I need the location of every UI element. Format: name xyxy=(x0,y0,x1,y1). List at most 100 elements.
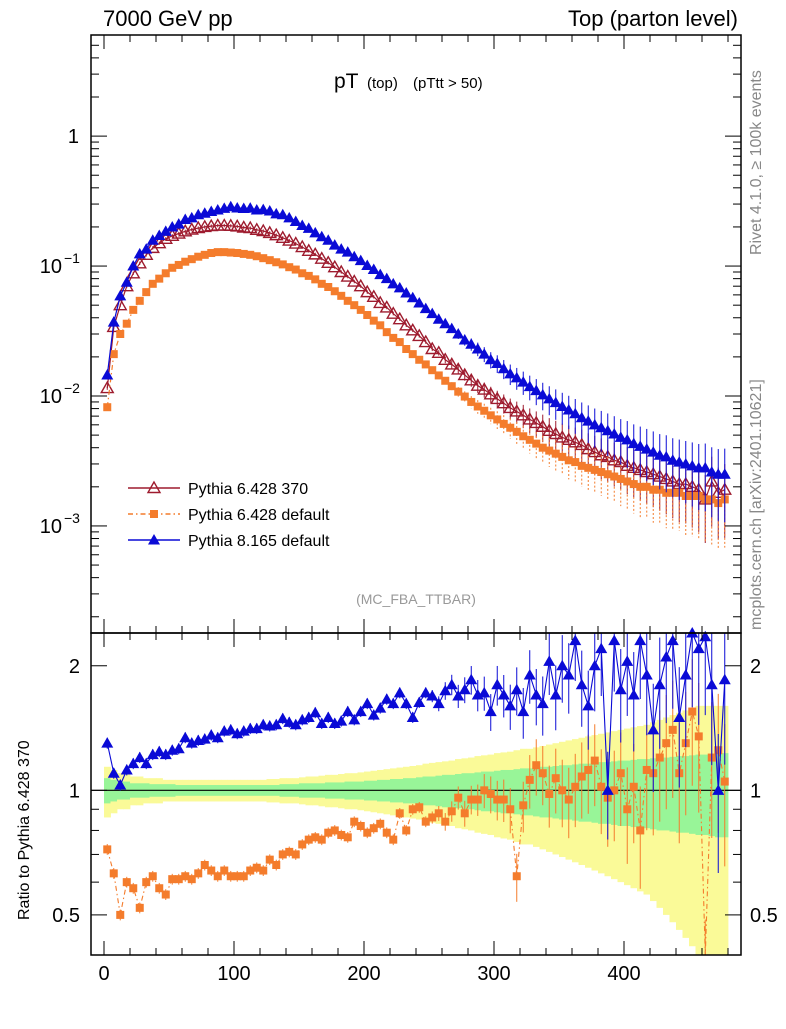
ratio-point xyxy=(616,769,625,778)
data-point xyxy=(465,338,478,349)
ratio-point xyxy=(577,772,586,781)
data-point xyxy=(133,247,146,259)
ratio-point xyxy=(259,866,268,875)
data-point xyxy=(226,248,235,257)
data-point xyxy=(408,350,417,359)
ratio-point xyxy=(636,826,645,835)
data-point xyxy=(246,250,255,259)
data-point xyxy=(244,202,257,213)
ratio-point xyxy=(330,826,339,835)
data-point xyxy=(259,254,268,263)
ratio-point xyxy=(198,733,211,744)
data-point xyxy=(252,252,261,261)
ratio-point xyxy=(506,805,515,814)
data-point xyxy=(419,302,432,314)
data-point xyxy=(335,243,348,254)
data-point xyxy=(614,431,627,442)
data-point xyxy=(340,269,355,282)
data-point xyxy=(542,423,557,436)
data-point xyxy=(187,255,196,264)
band-green-bin xyxy=(461,773,469,810)
data-point xyxy=(627,437,640,449)
ratio-point xyxy=(181,872,190,881)
ratio-point xyxy=(101,737,114,748)
data-point xyxy=(278,260,287,269)
ratio-point xyxy=(601,784,614,795)
ratio-point xyxy=(688,707,697,716)
data-point xyxy=(464,372,479,386)
data-point xyxy=(434,371,443,380)
data-point xyxy=(525,435,534,444)
data-point xyxy=(148,279,157,288)
data-point xyxy=(603,470,612,479)
data-point xyxy=(304,271,313,280)
ratio-point xyxy=(499,795,508,804)
ratio-point xyxy=(311,833,320,842)
data-point xyxy=(327,259,342,273)
data-point xyxy=(337,291,346,300)
data-point xyxy=(393,281,406,293)
data-point xyxy=(285,263,294,272)
ratio-y-tick-label-right: 1 xyxy=(750,780,761,802)
ratio-point xyxy=(140,757,153,769)
ratio-point xyxy=(478,686,491,698)
ratio-point xyxy=(265,855,274,864)
ratio-point xyxy=(467,795,476,804)
ratio-point xyxy=(233,872,242,881)
legend-label: Pythia 8.165 default xyxy=(188,533,330,550)
ratio-point xyxy=(103,845,112,854)
ratio-point xyxy=(348,713,361,725)
ratio-point xyxy=(497,688,510,700)
ratio-point xyxy=(426,690,439,701)
data-point xyxy=(601,424,614,436)
ratio-point xyxy=(289,718,302,730)
ratio-panel-data xyxy=(101,627,731,956)
data-point xyxy=(166,220,179,232)
ratio-y-tick-label-right: 2 xyxy=(750,656,761,678)
legend-marker xyxy=(148,534,160,545)
ratio-point xyxy=(642,765,651,774)
data-point xyxy=(451,362,466,375)
ratio-point xyxy=(317,835,326,844)
ratio-point xyxy=(363,828,372,837)
data-point xyxy=(718,468,731,479)
ratio-y-tick-label: 1 xyxy=(69,780,80,802)
x-tick-label: 100 xyxy=(217,963,250,985)
data-point xyxy=(558,452,567,461)
data-point xyxy=(347,274,362,287)
data-point xyxy=(399,317,414,331)
band-green-bin xyxy=(435,775,443,807)
ratio-point xyxy=(337,830,346,839)
ratio-point xyxy=(335,715,348,726)
data-point xyxy=(181,257,190,266)
data-point xyxy=(415,355,424,364)
data-point xyxy=(649,485,658,494)
data-point xyxy=(529,415,544,429)
data-point xyxy=(376,321,385,330)
ratio-point xyxy=(564,795,573,804)
data-point xyxy=(662,488,671,497)
data-point xyxy=(660,450,673,462)
ratio-point xyxy=(315,717,328,729)
data-point xyxy=(503,400,518,414)
data-point xyxy=(590,465,599,474)
ratio-point xyxy=(185,737,198,748)
data-point xyxy=(301,243,316,257)
ratio-point xyxy=(692,642,705,654)
data-point xyxy=(490,391,505,405)
data-point xyxy=(655,485,664,494)
data-point xyxy=(477,382,492,395)
ratio-point xyxy=(298,840,307,849)
data-point xyxy=(350,301,359,310)
ratio-point xyxy=(673,711,686,722)
ratio-point xyxy=(662,739,671,748)
data-point xyxy=(447,382,456,391)
data-point xyxy=(353,278,368,292)
data-point xyxy=(100,380,115,394)
x-tick-label: 400 xyxy=(607,963,640,985)
ratio-point xyxy=(387,697,400,709)
data-point xyxy=(168,263,177,272)
data-point xyxy=(356,305,365,314)
legend-label: Pythia 6.428 370 xyxy=(188,481,308,498)
